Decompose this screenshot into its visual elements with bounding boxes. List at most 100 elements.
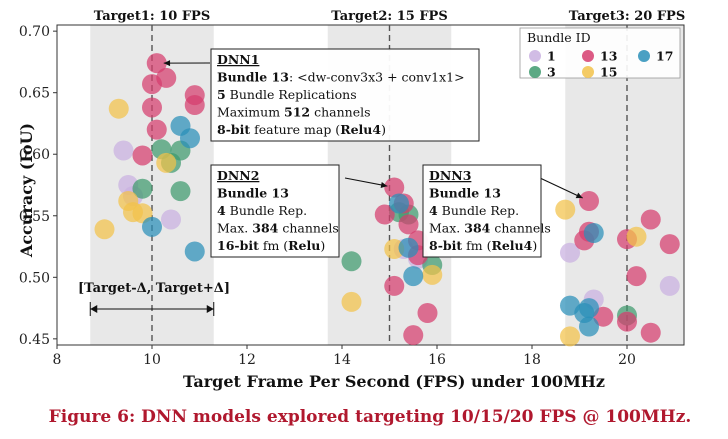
x-tick-label: 10 bbox=[143, 352, 161, 368]
point-bundle-13 bbox=[146, 119, 167, 140]
legend-frame bbox=[519, 27, 681, 79]
annotation-line: Bundle 13 bbox=[429, 186, 501, 201]
annotation-segment: DNN2 bbox=[217, 168, 259, 183]
y-tick-label: 0.65 bbox=[19, 86, 50, 102]
annotation-segment: Bundle 13 bbox=[217, 70, 289, 85]
annotation-segment: fm ( bbox=[462, 238, 491, 253]
annotation-segment: DNN1 bbox=[217, 52, 259, 67]
annotation-line: 8-bit fm (Relu4) bbox=[429, 238, 537, 253]
annotation-segment: DNN3 bbox=[429, 168, 471, 183]
point-bundle-17 bbox=[184, 241, 205, 262]
annotation-segment: Relu4 bbox=[491, 238, 532, 253]
x-tick-label: 20 bbox=[618, 352, 636, 368]
annotation-segment: Relu bbox=[288, 238, 320, 253]
annotation-leader bbox=[539, 177, 583, 199]
legend-marker bbox=[638, 50, 650, 62]
x-tick-label: 14 bbox=[333, 352, 351, 368]
annotation-segment: ) bbox=[381, 122, 386, 137]
annotation-segment: 5 bbox=[217, 87, 226, 102]
point-bundle-1 bbox=[659, 275, 680, 296]
point-bundle-13 bbox=[142, 97, 162, 118]
annotation-segment: 384 bbox=[252, 221, 278, 236]
point-bundle-13 bbox=[640, 322, 661, 343]
point-bundle-15 bbox=[422, 264, 443, 285]
point-bundle-13 bbox=[617, 311, 637, 332]
point-bundle-13 bbox=[374, 204, 395, 225]
target-label: Target1: 10 FPS bbox=[94, 9, 210, 24]
annotation-line: DNN3 bbox=[429, 168, 471, 183]
annotation-line: 4 Bundle Rep. bbox=[217, 203, 307, 218]
annotation-segment: 16-bit bbox=[217, 238, 259, 253]
legend-label: 15 bbox=[600, 65, 617, 80]
annotation-segment: : <dw-conv3x3 + conv1x1> bbox=[289, 70, 465, 85]
point-bundle-17 bbox=[579, 298, 599, 319]
annotation-segment: 512 bbox=[284, 105, 310, 120]
x-tick-label: 8 bbox=[53, 352, 62, 368]
point-bundle-3 bbox=[341, 251, 362, 272]
annotation-arrowhead bbox=[575, 192, 583, 199]
annotation-line: DNN1 bbox=[217, 52, 259, 67]
point-bundle-15 bbox=[555, 199, 576, 220]
point-bundle-17 bbox=[180, 128, 200, 149]
point-bundle-13 bbox=[384, 177, 405, 198]
annotation-segment: channels bbox=[278, 221, 338, 236]
point-bundle-17 bbox=[142, 216, 162, 237]
annotation-line: 4 Bundle Rep. bbox=[429, 203, 519, 218]
annotation-segment: Max. bbox=[429, 221, 464, 236]
point-bundle-15 bbox=[156, 152, 177, 173]
annotation-segment: ) bbox=[532, 238, 537, 253]
annotation-line: 8-bit feature map (Relu4) bbox=[217, 122, 386, 137]
point-bundle-3 bbox=[132, 178, 153, 199]
point-bundle-15 bbox=[341, 291, 362, 312]
annotation-segment: Bundle 13 bbox=[217, 186, 289, 201]
x-axis-label: Target Frame Per Second (FPS) under 100M… bbox=[183, 372, 605, 391]
point-bundle-15 bbox=[560, 326, 580, 347]
point-bundle-13 bbox=[156, 67, 177, 88]
annotation-arrowhead bbox=[163, 60, 171, 67]
y-axis-label: Accuracy (IoU) bbox=[17, 123, 36, 258]
legend-title: Bundle ID bbox=[527, 30, 591, 45]
point-bundle-17 bbox=[403, 266, 424, 287]
annotation-segment: Maximum bbox=[217, 105, 284, 120]
y-tick-label: 0.55 bbox=[19, 209, 50, 225]
point-bundle-15 bbox=[108, 98, 129, 119]
point-bundle-13 bbox=[184, 95, 205, 115]
range-label: [Target-Δ, Target+Δ] bbox=[78, 281, 230, 296]
annotation-line: DNN2 bbox=[217, 168, 259, 183]
annotation-segment: fm ( bbox=[259, 238, 288, 253]
annotation-segment: 8-bit bbox=[429, 238, 462, 253]
annotation-leader bbox=[344, 177, 388, 187]
annotation-box-dnn2 bbox=[210, 164, 340, 258]
point-bundle-15 bbox=[626, 226, 647, 247]
annotation-box-dnn1 bbox=[210, 48, 480, 142]
annotation-line: Bundle 13: <dw-conv3x3 + conv1x1> bbox=[217, 70, 465, 85]
annotation-arrowhead bbox=[380, 181, 388, 188]
point-bundle-13 bbox=[403, 325, 424, 346]
y-tick-label: 0.60 bbox=[19, 147, 50, 163]
annotation-segment: 384 bbox=[464, 221, 490, 236]
point-bundle-13 bbox=[398, 214, 419, 235]
y-tick-label: 0.45 bbox=[19, 332, 50, 348]
annotation-segment: feature map ( bbox=[250, 122, 340, 137]
point-bundle-13 bbox=[132, 145, 153, 166]
y-tick-label: 0.70 bbox=[19, 24, 50, 40]
annotation-segment: Bundle Rep. bbox=[438, 203, 519, 218]
annotation-line: Max. 384 channels bbox=[429, 221, 551, 236]
annotation-segment: Bundle Replications bbox=[226, 87, 357, 102]
annotation-segment: 8-bit bbox=[217, 122, 250, 137]
point-bundle-17 bbox=[398, 237, 419, 258]
legend-label: 1 bbox=[547, 49, 556, 64]
point-bundle-13 bbox=[146, 53, 167, 74]
annotation-segment: Bundle Rep. bbox=[226, 203, 307, 218]
point-bundle-17 bbox=[389, 193, 409, 214]
target-label: Target2: 15 FPS bbox=[331, 9, 447, 24]
range-arrowhead-right bbox=[206, 305, 214, 313]
annotation-line: 5 Bundle Replications bbox=[217, 87, 357, 102]
axis-ticks: 8 10 12 14 16 18 200.450.500.550.600.650.70 bbox=[19, 24, 636, 368]
legend-label: 3 bbox=[547, 65, 556, 80]
point-bundle-1 bbox=[560, 242, 580, 263]
point-bundle-13 bbox=[659, 234, 680, 255]
range-annotation: [Target-Δ, Target+Δ] bbox=[78, 281, 230, 316]
point-bundle-3 bbox=[170, 181, 191, 202]
